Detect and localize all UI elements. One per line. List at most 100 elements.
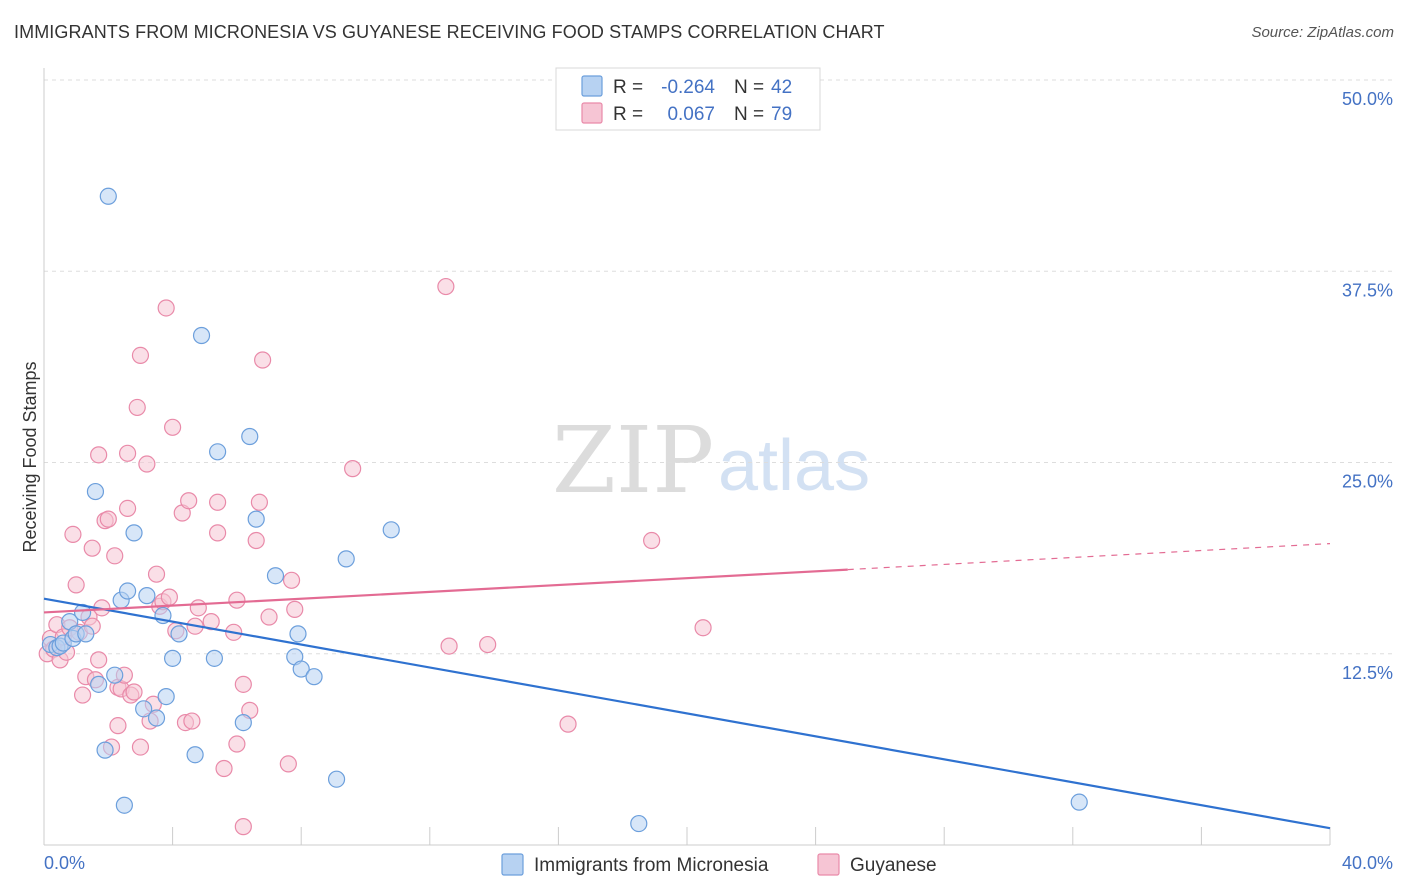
legend-r-value-blue: -0.264: [661, 77, 715, 98]
y-tick-label: 12.5%: [1342, 663, 1393, 683]
point-micronesia: [90, 675, 108, 693]
point-micronesia: [86, 482, 105, 501]
point-micronesia: [241, 427, 259, 446]
point-micronesia: [170, 625, 188, 643]
point-guyanese: [131, 346, 150, 364]
point-micronesia: [125, 524, 143, 542]
point-guyanese: [90, 446, 108, 464]
point-guyanese: [118, 444, 137, 462]
point-micronesia: [106, 666, 124, 684]
point-micronesia: [115, 796, 133, 814]
y-tick-label: 25.0%: [1342, 472, 1393, 492]
point-guyanese: [344, 460, 362, 478]
point-guyanese: [279, 755, 297, 773]
legend-swatch-blue: [581, 75, 603, 97]
point-guyanese: [250, 493, 269, 511]
point-micronesia: [1070, 793, 1088, 811]
point-guyanese: [67, 576, 85, 594]
point-micronesia: [292, 660, 310, 678]
point-micronesia: [135, 700, 153, 718]
bottom-legend-swatch-pink: [817, 853, 840, 876]
point-micronesia: [209, 443, 227, 461]
legend-n-label-blue: N =: [734, 77, 764, 98]
point-micronesia: [164, 649, 182, 667]
point-guyanese: [118, 499, 137, 517]
point-micronesia: [205, 649, 223, 667]
chart-title: IMMIGRANTS FROM MICRONESIA VS GUYANESE R…: [14, 22, 885, 42]
point-guyanese: [157, 299, 175, 317]
point-micronesia: [77, 625, 95, 643]
point-guyanese: [99, 510, 117, 528]
point-micronesia: [192, 326, 211, 345]
point-micronesia: [96, 741, 114, 759]
point-guyanese: [234, 675, 252, 693]
point-guyanese: [559, 715, 577, 733]
x-tick-label-max: 40.0%: [1342, 853, 1393, 873]
bottom-legend-swatch-blue: [501, 853, 524, 876]
point-micronesia: [157, 687, 175, 706]
point-guyanese: [254, 351, 272, 369]
watermark-zip: ZIP: [552, 407, 714, 514]
point-micronesia: [382, 521, 400, 539]
point-guyanese: [209, 493, 227, 511]
point-micronesia: [327, 770, 346, 788]
point-guyanese: [215, 759, 233, 778]
point-guyanese: [128, 398, 146, 417]
point-guyanese: [164, 418, 182, 436]
legend-n-label-pink: N =: [734, 104, 764, 125]
point-guyanese: [147, 565, 166, 583]
chart-source: Source: ZipAtlas.com: [1251, 24, 1394, 41]
point-guyanese: [643, 531, 661, 550]
legend-n-value-blue: 42: [771, 77, 792, 98]
trendline-guyanese: [43, 568, 848, 614]
point-guyanese: [209, 524, 227, 542]
bottom-legend-label-guyanese: Guyanese: [850, 855, 937, 876]
point-micronesia: [337, 550, 355, 568]
point-guyanese: [90, 651, 108, 669]
y-tick-label: 37.5%: [1342, 280, 1393, 300]
point-guyanese: [247, 531, 265, 550]
point-guyanese: [479, 635, 497, 654]
series-micronesia-points: [41, 187, 1088, 833]
point-guyanese: [83, 539, 101, 557]
point-guyanese: [694, 619, 712, 637]
bottom-legend: Immigrants from Micronesia Guyanese: [501, 853, 937, 876]
x-ticks: [43, 827, 1331, 845]
point-guyanese: [131, 738, 150, 756]
point-guyanese: [109, 717, 127, 735]
legend-r-label-blue: R =: [613, 77, 643, 98]
series-guyanese-points: [38, 277, 712, 836]
trendline-guyanese-extension: [847, 542, 1331, 571]
legend-r-label-pink: R =: [613, 104, 643, 125]
point-guyanese: [125, 683, 143, 701]
legend-r-value-pink: 0.067: [667, 104, 715, 125]
watermark-atlas: atlas: [718, 426, 870, 506]
point-guyanese: [73, 686, 92, 704]
point-guyanese: [180, 492, 198, 510]
point-micronesia: [289, 625, 307, 643]
grid: [44, 79, 1393, 655]
point-micronesia: [186, 746, 204, 764]
point-micronesia: [118, 582, 137, 600]
point-guyanese: [64, 525, 82, 544]
point-micronesia: [630, 814, 648, 833]
point-guyanese: [160, 588, 178, 606]
watermark: ZIP atlas: [552, 407, 870, 514]
point-guyanese: [228, 591, 246, 609]
point-guyanese: [286, 600, 304, 618]
legend-swatch-pink: [581, 102, 603, 124]
point-micronesia: [266, 567, 285, 585]
y-axis-label: Receiving Food Stamps: [20, 361, 40, 552]
point-guyanese: [260, 608, 278, 626]
x-tick-label-min: 0.0%: [44, 853, 85, 873]
point-micronesia: [234, 713, 252, 732]
point-micronesia: [247, 510, 265, 528]
point-guyanese: [183, 712, 201, 730]
point-micronesia: [147, 709, 166, 727]
trendline-micronesia: [43, 597, 1331, 830]
point-guyanese: [228, 735, 246, 753]
point-guyanese: [106, 547, 124, 565]
point-guyanese: [440, 637, 458, 655]
point-micronesia: [99, 187, 117, 205]
